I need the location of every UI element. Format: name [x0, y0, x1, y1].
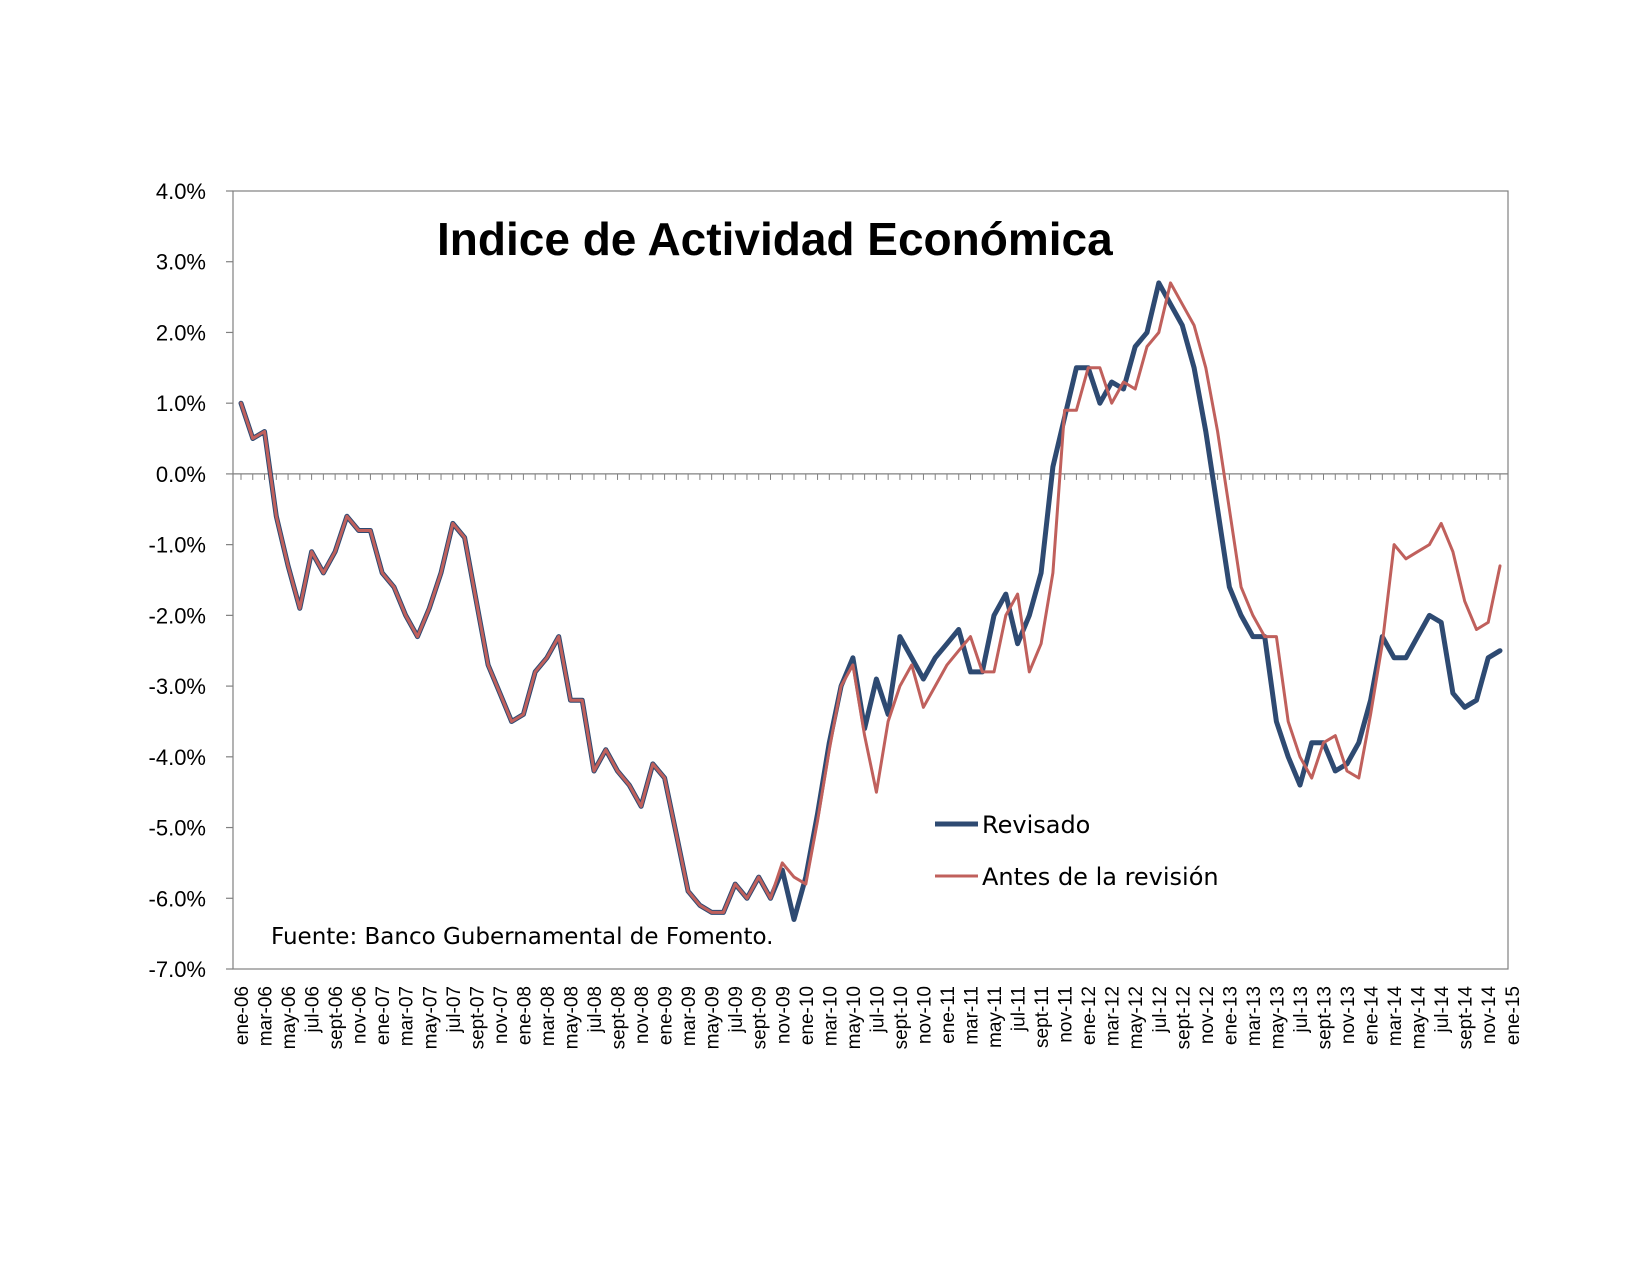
x-tick-label: may-10 [844, 986, 865, 1049]
legend-label-revisado: Revisado [982, 811, 1090, 839]
x-tick-label: mar-13 [1244, 986, 1265, 1046]
x-tick-label: jul-12 [1150, 986, 1171, 1033]
x-tick-label: jul-09 [726, 986, 747, 1033]
y-tick-label: -6.0% [149, 886, 206, 911]
x-tick-label: ene-15 [1503, 986, 1524, 1045]
x-tick-label: ene-11 [938, 986, 959, 1044]
y-tick-label: -3.0% [149, 674, 206, 699]
y-tick-label: 3.0% [156, 250, 206, 275]
source-note: Fuente: Banco Gubernamental de Fomento. [271, 924, 773, 950]
y-tick-label: 4.0% [156, 179, 206, 204]
x-tick-label: jul-11 [1009, 986, 1030, 1032]
x-axis-tick-marks [240, 473, 1501, 480]
series-lines [238, 280, 1503, 922]
x-tick-label: jul-08 [585, 986, 606, 1033]
y-tick-label: -4.0% [149, 745, 206, 770]
x-tick-label: nov-11 [1056, 986, 1077, 1043]
x-tick-label: mar-06 [256, 986, 277, 1046]
x-tick-label: nov-10 [914, 986, 935, 1044]
x-tick-label: ene-07 [373, 986, 394, 1045]
y-axis: 4.0% 3.0% 2.0% 1.0% 0.0% -1.0% -2.0% -3.0% -4.0%… [149, 179, 233, 982]
x-tick-label: nov-08 [632, 986, 653, 1044]
x-tick-label: nov-12 [1197, 986, 1218, 1044]
legend: Revisado Antes de la revisión [935, 811, 1219, 891]
x-tick-label: mar-09 [679, 986, 700, 1046]
x-tick-label: may-09 [703, 986, 724, 1049]
x-tick-label: mar-11 [962, 986, 983, 1045]
x-tick-label: ene-10 [797, 986, 818, 1045]
x-tick-label: ene-14 [1362, 986, 1383, 1046]
x-tick-label: sept-08 [609, 986, 630, 1049]
x-tick-label: may-12 [1126, 986, 1147, 1049]
x-tick-label: jul-10 [867, 986, 888, 1033]
x-tick-label: ene-09 [656, 986, 677, 1045]
x-tick-label: jul-13 [1291, 986, 1312, 1033]
x-tick-label: ene-06 [232, 986, 253, 1045]
x-tick-label: mar-14 [1385, 986, 1406, 1047]
x-tick-label: sept-10 [891, 986, 912, 1049]
y-tick-label: 2.0% [156, 320, 206, 345]
x-axis: ene-06 mar-06 may-06 jul-06 sept-06 nov-06 ene… [232, 986, 1524, 1050]
plot-area [232, 190, 1509, 970]
x-tick-label: sept-14 [1456, 986, 1477, 1050]
x-tick-label: sept-07 [467, 986, 488, 1049]
x-tick-label: may-07 [420, 986, 441, 1049]
y-tick-label: -5.0% [149, 816, 206, 841]
chart-title: Indice de Actividad Económica [437, 213, 1113, 265]
x-tick-label: sept-12 [1173, 986, 1194, 1049]
x-tick-label: ene-13 [1220, 986, 1241, 1045]
x-tick-label: sept-06 [326, 986, 347, 1049]
x-tick-label: mar-07 [397, 986, 418, 1046]
x-tick-label: may-08 [561, 986, 582, 1049]
x-tick-label: ene-12 [1079, 986, 1100, 1045]
x-tick-label: jul-14 [1432, 986, 1453, 1034]
x-tick-label: mar-08 [538, 986, 559, 1046]
x-tick-label: ene-08 [514, 986, 535, 1045]
x-tick-label: nov-14 [1479, 986, 1500, 1045]
series-line-antes-de-la-revision [239, 281, 1502, 914]
y-tick-label: 0.0% [156, 462, 206, 487]
x-tick-label: sept-11 [1032, 986, 1053, 1048]
x-tick-label: sept-13 [1315, 986, 1336, 1049]
x-tick-label: mar-10 [820, 986, 841, 1046]
x-tick-label: may-11 [985, 986, 1006, 1048]
x-tick-label: may-06 [279, 986, 300, 1049]
x-tick-label: may-14 [1409, 986, 1430, 1050]
x-tick-label: nov-09 [773, 986, 794, 1044]
x-tick-label: jul-06 [303, 986, 324, 1033]
x-tick-label: nov-13 [1338, 986, 1359, 1044]
x-tick-label: nov-07 [491, 986, 512, 1044]
legend-label-antes-de-la-revision: Antes de la revisión [982, 863, 1219, 891]
y-tick-label: -2.0% [149, 603, 206, 628]
x-tick-label: may-13 [1267, 986, 1288, 1049]
x-tick-label: mar-12 [1103, 986, 1124, 1046]
y-tick-label: 1.0% [156, 391, 206, 416]
x-tick-label: sept-09 [750, 986, 771, 1049]
x-tick-label: jul-07 [444, 986, 465, 1033]
y-tick-label: -1.0% [149, 533, 206, 558]
y-tick-label: -7.0% [149, 957, 206, 982]
x-tick-label: nov-06 [350, 986, 371, 1044]
